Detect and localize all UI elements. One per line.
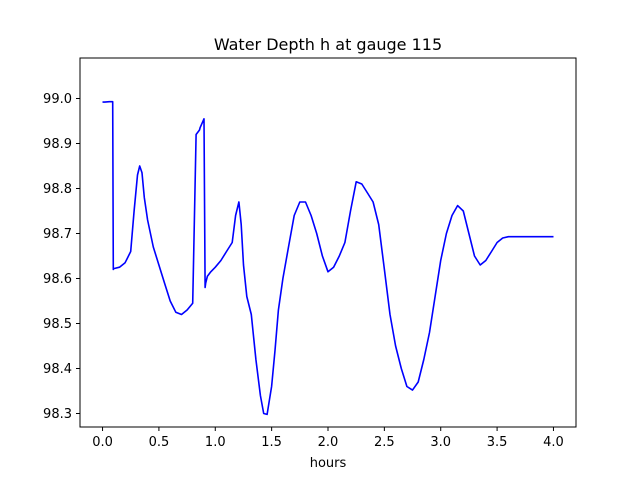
- x-tick-label: 0.0: [92, 435, 113, 450]
- y-tick-label: 98.4: [43, 362, 72, 377]
- y-tick-label: 98.9: [43, 137, 72, 152]
- x-axis-title: hours: [310, 456, 347, 471]
- x-tick-label: 1.0: [205, 435, 226, 450]
- y-tick-label: 98.5: [43, 317, 72, 332]
- x-tick-label: 3.5: [487, 435, 508, 450]
- x-tick-label: 1.5: [261, 435, 282, 450]
- x-tick-label: 0.5: [149, 435, 170, 450]
- chart-title: Water Depth h at gauge 115: [214, 35, 442, 54]
- y-tick-label: 98.3: [43, 407, 72, 422]
- y-axis-ticks: 98.3 98.4 98.5 98.6 98.7 98.8 98.9 99.0: [43, 92, 80, 422]
- y-tick-label: 98.6: [43, 272, 72, 287]
- x-tick-label: 3.0: [430, 435, 451, 450]
- x-tick-label: 4.0: [543, 435, 564, 450]
- y-tick-label: 98.8: [43, 182, 72, 197]
- plot-frame: [79, 57, 577, 428]
- series-line: [102, 100, 554, 416]
- x-tick-label: 2.5: [374, 435, 395, 450]
- series-layer: [102, 100, 554, 416]
- x-axis-ticks: 0.0 0.5 1.0 1.5 2.0 2.5 3.0 3.5 4.0: [92, 427, 564, 450]
- y-tick-label: 98.7: [43, 227, 72, 242]
- x-tick-label: 2.0: [318, 435, 339, 450]
- y-tick-label: 99.0: [43, 92, 72, 107]
